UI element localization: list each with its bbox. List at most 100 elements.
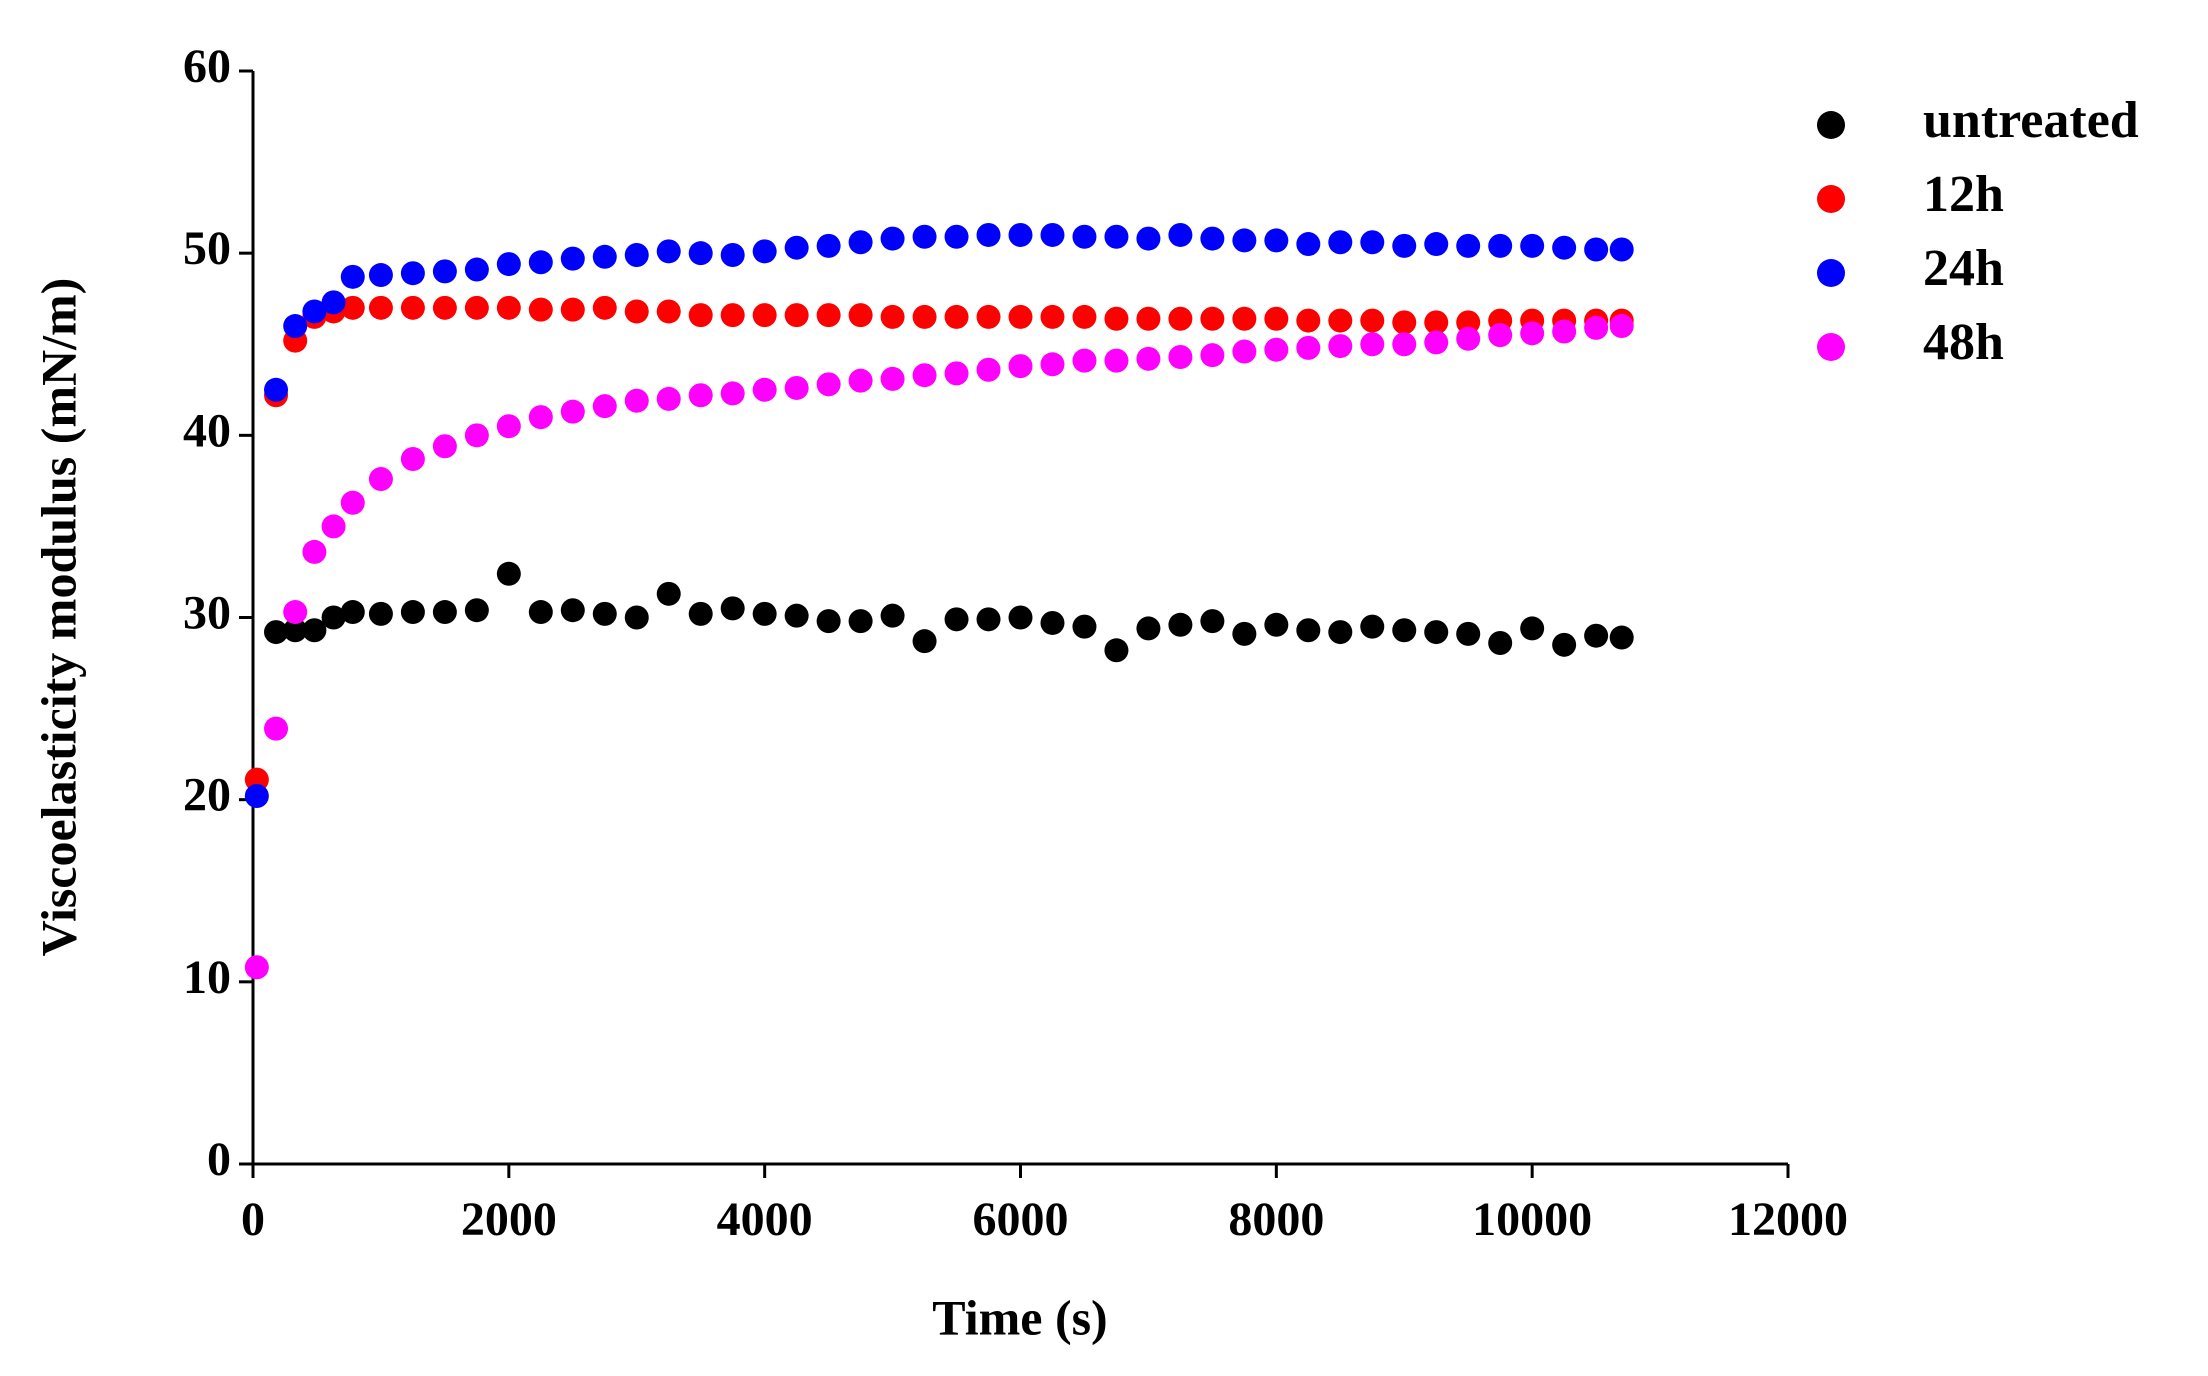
data-point — [1424, 620, 1449, 645]
data-point — [720, 303, 745, 328]
legend-label: untreated — [1923, 92, 2139, 149]
data-point — [1008, 304, 1033, 329]
data-point — [976, 357, 1001, 382]
data-point — [720, 242, 745, 267]
data-point — [1104, 638, 1129, 663]
data-point — [1328, 308, 1353, 333]
data-point — [528, 600, 553, 625]
data-point — [1072, 304, 1097, 329]
legend-marker — [1817, 185, 1845, 213]
data-point — [1040, 222, 1065, 247]
data-point — [880, 603, 905, 628]
data-point — [880, 226, 905, 251]
data-point — [1200, 226, 1225, 251]
data-point — [340, 600, 365, 625]
data-point — [848, 303, 873, 328]
data-point — [624, 242, 649, 267]
data-point — [528, 405, 553, 430]
y-tick-label: 10 — [183, 951, 231, 1004]
data-point — [560, 598, 585, 623]
data-point — [976, 607, 1001, 632]
data-point — [624, 605, 649, 630]
data-point — [1008, 354, 1033, 379]
data-point — [1264, 337, 1289, 362]
data-point — [302, 299, 327, 324]
legend-label: 12h — [1923, 166, 2004, 223]
data-point — [592, 295, 617, 320]
data-point — [1296, 308, 1321, 333]
data-point — [1200, 609, 1225, 634]
data-point — [912, 224, 937, 249]
data-point — [1296, 618, 1321, 643]
data-point — [944, 361, 969, 386]
data-point — [1232, 339, 1257, 364]
data-point — [656, 386, 681, 411]
data-point — [1392, 233, 1417, 258]
data-point — [1360, 308, 1385, 333]
data-point — [880, 366, 905, 391]
data-point — [432, 434, 457, 459]
data-point — [1008, 222, 1033, 247]
data-point — [752, 601, 777, 626]
data-point — [1392, 310, 1417, 335]
data-point — [400, 295, 425, 320]
data-point — [1072, 224, 1097, 249]
data-point — [688, 303, 713, 328]
data-point — [816, 609, 841, 634]
data-point — [560, 399, 585, 424]
data-point — [321, 290, 346, 315]
data-point — [1232, 228, 1257, 253]
data-point — [1328, 230, 1353, 255]
data-point — [816, 233, 841, 258]
data-point — [1424, 310, 1449, 335]
data-point — [283, 314, 308, 339]
data-point — [1392, 618, 1417, 643]
data-point — [528, 297, 553, 322]
data-point — [1168, 222, 1193, 247]
data-point — [912, 629, 937, 654]
data-point — [1609, 625, 1634, 650]
data-point — [264, 377, 289, 402]
data-point — [464, 423, 489, 448]
data-point — [752, 377, 777, 402]
data-point — [1520, 233, 1545, 258]
data-point — [1136, 306, 1161, 331]
legend-marker — [1817, 259, 1845, 287]
data-point — [656, 299, 681, 324]
data-point — [784, 235, 809, 260]
y-axis-title: Viscoelasticity modulus (mN/m) — [30, 278, 86, 957]
data-point — [1456, 233, 1481, 258]
data-point — [944, 607, 969, 632]
data-point — [244, 955, 269, 980]
data-point — [368, 601, 393, 626]
x-tick-label: 10000 — [1472, 1193, 1592, 1246]
data-point — [624, 388, 649, 413]
data-point — [464, 257, 489, 282]
data-point — [752, 239, 777, 264]
data-point — [1552, 235, 1577, 260]
data-point — [496, 561, 521, 586]
data-point — [400, 447, 425, 472]
data-point — [624, 299, 649, 324]
data-point — [688, 601, 713, 626]
data-point — [1072, 348, 1097, 373]
data-point — [560, 246, 585, 271]
data-point — [1136, 226, 1161, 251]
data-point — [752, 303, 777, 328]
data-point — [1552, 632, 1577, 657]
data-point — [1168, 345, 1193, 370]
data-point — [784, 303, 809, 328]
data-point — [1488, 631, 1513, 656]
y-tick-label: 30 — [183, 587, 231, 640]
data-point — [720, 381, 745, 406]
data-point — [592, 601, 617, 626]
data-point — [1360, 230, 1385, 255]
data-point — [264, 620, 289, 645]
data-point — [784, 375, 809, 400]
data-point — [1040, 304, 1065, 329]
x-tick-label: 2000 — [461, 1193, 557, 1246]
data-point — [340, 295, 365, 320]
data-point — [1456, 621, 1481, 646]
data-point — [1104, 224, 1129, 249]
